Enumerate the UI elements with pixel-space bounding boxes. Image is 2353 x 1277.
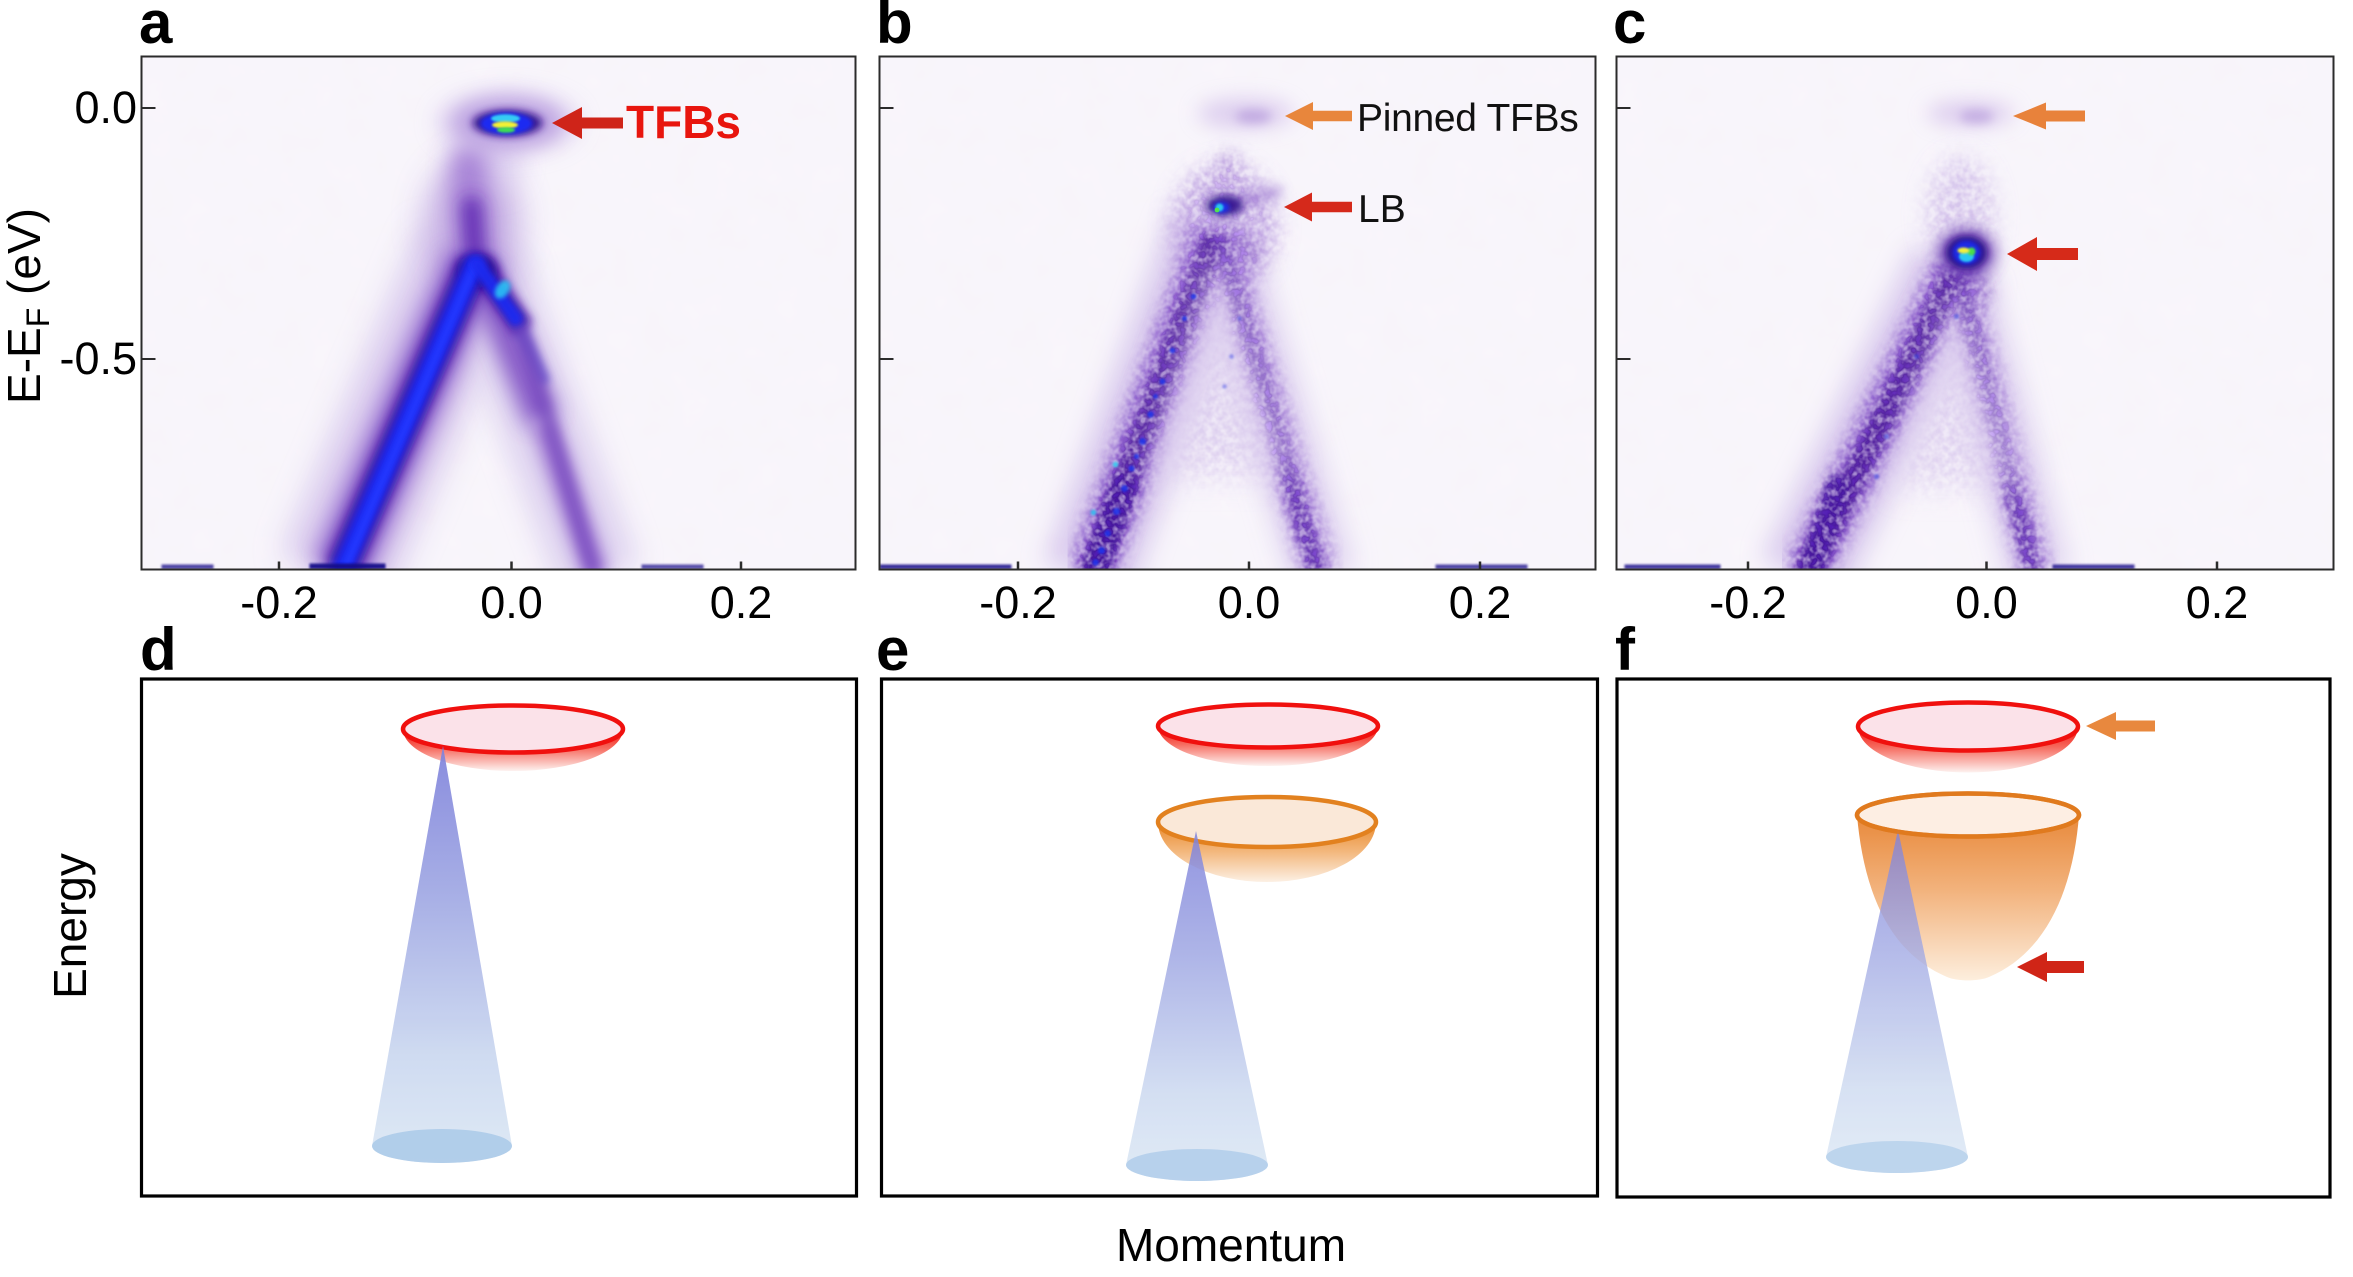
svg-text:d: d <box>140 616 177 683</box>
svg-text:-0.2: -0.2 <box>979 577 1057 628</box>
svg-text:0.0: 0.0 <box>74 82 137 133</box>
svg-text:0.0: 0.0 <box>1955 577 2018 628</box>
svg-text:Pinned TFBs: Pinned TFBs <box>1357 97 1578 140</box>
svg-text:LB: LB <box>1358 188 1406 231</box>
svg-text:a: a <box>139 0 173 56</box>
svg-text:0.0: 0.0 <box>480 577 543 628</box>
svg-text:f: f <box>1615 616 1636 683</box>
svg-text:c: c <box>1613 0 1646 56</box>
svg-text:Energy: Energy <box>44 853 96 999</box>
svg-text:TFBs: TFBs <box>626 96 741 148</box>
svg-text:-0.5: -0.5 <box>59 333 137 384</box>
svg-text:-0.2: -0.2 <box>240 577 318 628</box>
svg-text:Momentum: Momentum <box>1116 1219 1346 1271</box>
svg-text:-0.2: -0.2 <box>1709 577 1787 628</box>
svg-text:0.2: 0.2 <box>2186 577 2249 628</box>
svg-text:0.2: 0.2 <box>1449 577 1512 628</box>
svg-text:E-EF (eV): E-EF (eV) <box>0 208 56 404</box>
svg-text:b: b <box>876 0 913 56</box>
svg-text:0.2: 0.2 <box>710 577 773 628</box>
svg-text:e: e <box>876 616 909 683</box>
svg-text:0.0: 0.0 <box>1218 577 1281 628</box>
